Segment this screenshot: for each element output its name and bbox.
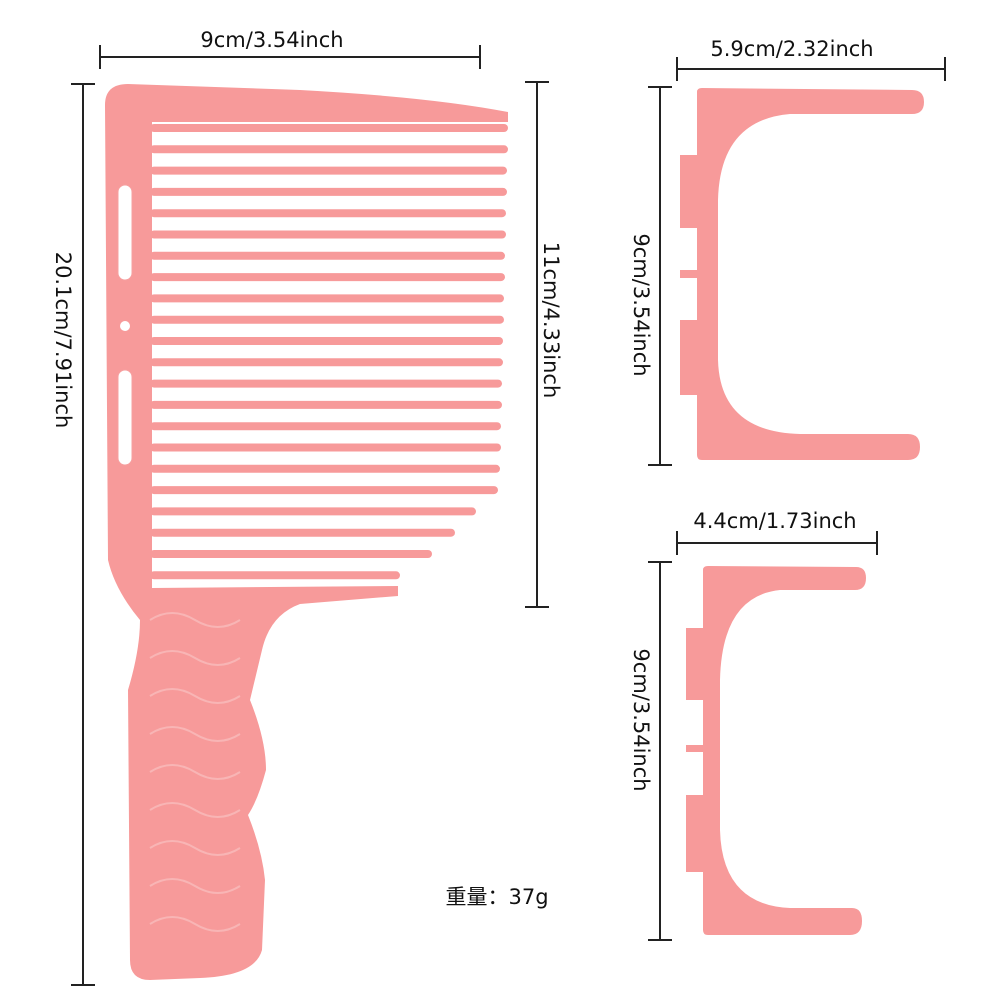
comb-tooth (150, 464, 500, 473)
groove (149, 840, 241, 856)
comb-hole (120, 321, 130, 331)
comb-tooth (150, 400, 502, 409)
groove (149, 878, 241, 894)
comb-tooth (150, 124, 508, 132)
dimension-label: 9cm/3.54inch (629, 648, 653, 791)
comb-tooth (150, 315, 504, 324)
dimension-label: 9cm/3.54inch (629, 233, 653, 376)
comb-tooth (150, 507, 476, 516)
dimension-label: 9cm/3.54inch (200, 28, 343, 52)
comb-tooth (150, 166, 507, 175)
comb-tooth (150, 571, 400, 580)
comb-tooth (150, 528, 455, 537)
groove (149, 726, 241, 742)
guide-small (686, 566, 866, 935)
comb-tooth (150, 550, 432, 558)
comb-tooth (150, 209, 506, 218)
weight-label: 重量：37g (445, 885, 548, 909)
comb-tooth (150, 187, 507, 196)
comb-tooth (150, 379, 502, 388)
comb-body (105, 84, 508, 980)
groove (149, 916, 241, 932)
groove (149, 764, 241, 780)
guide-large (680, 88, 924, 460)
groove (149, 688, 241, 704)
comb-slot (117, 184, 133, 281)
comb-tooth (150, 273, 505, 282)
comb-tooth (150, 251, 505, 260)
handle-grooves (149, 612, 241, 932)
dimension-label: 20.1cm/7.91inch (51, 252, 75, 429)
comb-tooth (150, 486, 498, 495)
comb-tooth (150, 422, 501, 431)
groove (149, 650, 241, 666)
comb-slot (117, 369, 133, 466)
dimension-label: 4.4cm/1.73inch (693, 509, 856, 533)
comb-tooth (150, 443, 501, 452)
dimension-label: 11cm/4.33inch (539, 242, 563, 399)
groove (149, 612, 241, 628)
comb-tooth (150, 294, 504, 303)
comb-tooth (150, 230, 506, 239)
comb-tooth (150, 337, 503, 345)
comb-teeth (150, 124, 508, 580)
comb-tooth (150, 358, 503, 367)
dimension-lines (71, 45, 946, 986)
comb-tooth (150, 145, 508, 154)
dimension-label: 5.9cm/2.32inch (710, 37, 873, 61)
groove (149, 802, 241, 818)
